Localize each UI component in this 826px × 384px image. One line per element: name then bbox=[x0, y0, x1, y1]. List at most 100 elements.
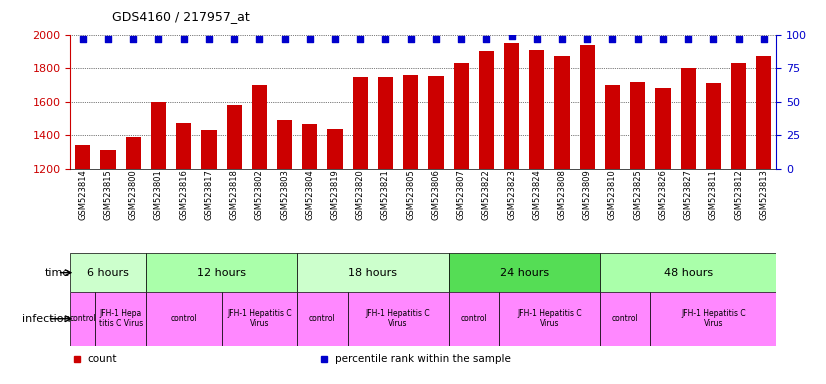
Text: GSM523807: GSM523807 bbox=[457, 169, 466, 220]
Text: GSM523822: GSM523822 bbox=[482, 169, 491, 220]
Text: GSM523811: GSM523811 bbox=[709, 169, 718, 220]
Bar bbox=[554, 56, 570, 169]
Bar bbox=[297, 292, 348, 346]
Text: GSM523806: GSM523806 bbox=[431, 169, 440, 220]
Bar bbox=[630, 82, 645, 169]
Bar bbox=[429, 76, 444, 169]
Text: GDS4160 / 217957_at: GDS4160 / 217957_at bbox=[112, 10, 249, 23]
Bar bbox=[151, 102, 166, 169]
Text: time: time bbox=[45, 268, 70, 278]
Text: GSM523816: GSM523816 bbox=[179, 169, 188, 220]
Bar bbox=[70, 253, 146, 292]
Text: 12 hours: 12 hours bbox=[197, 268, 246, 278]
Point bbox=[480, 36, 493, 42]
Text: 6 hours: 6 hours bbox=[87, 268, 129, 278]
Bar bbox=[75, 146, 90, 169]
Bar bbox=[600, 253, 776, 292]
Bar bbox=[705, 83, 721, 169]
Text: 48 hours: 48 hours bbox=[663, 268, 713, 278]
Text: GSM523801: GSM523801 bbox=[154, 169, 163, 220]
Text: GSM523819: GSM523819 bbox=[330, 169, 339, 220]
Point bbox=[530, 36, 544, 42]
Point bbox=[430, 36, 443, 42]
Point bbox=[354, 36, 367, 42]
Bar bbox=[146, 253, 297, 292]
Bar bbox=[449, 253, 600, 292]
Point bbox=[581, 36, 594, 42]
Text: GSM523812: GSM523812 bbox=[734, 169, 743, 220]
Bar bbox=[70, 292, 96, 346]
Bar bbox=[126, 137, 140, 169]
Point bbox=[202, 36, 216, 42]
Bar bbox=[252, 85, 267, 169]
Bar bbox=[731, 63, 746, 169]
Point bbox=[152, 36, 165, 42]
Point bbox=[253, 36, 266, 42]
Bar bbox=[221, 292, 297, 346]
Bar bbox=[226, 105, 242, 169]
Bar bbox=[327, 129, 343, 169]
Bar bbox=[302, 124, 317, 169]
Text: GSM523809: GSM523809 bbox=[583, 169, 591, 220]
Point bbox=[732, 36, 745, 42]
Point bbox=[102, 36, 115, 42]
Bar bbox=[96, 292, 146, 346]
Bar bbox=[378, 76, 393, 169]
Bar bbox=[297, 253, 449, 292]
Point bbox=[404, 36, 417, 42]
Text: GSM523826: GSM523826 bbox=[658, 169, 667, 220]
Text: percentile rank within the sample: percentile rank within the sample bbox=[335, 354, 511, 364]
Text: count: count bbox=[88, 354, 117, 364]
Text: GSM523810: GSM523810 bbox=[608, 169, 617, 220]
Text: JFH-1 Hepatitis C
Virus: JFH-1 Hepatitis C Virus bbox=[227, 309, 292, 328]
Text: GSM523803: GSM523803 bbox=[280, 169, 289, 220]
Point bbox=[227, 36, 240, 42]
Text: control: control bbox=[460, 314, 487, 323]
Point bbox=[454, 36, 468, 42]
Bar bbox=[146, 292, 221, 346]
Bar bbox=[650, 292, 776, 346]
Bar bbox=[757, 56, 771, 169]
Bar bbox=[681, 68, 695, 169]
Bar bbox=[580, 45, 595, 169]
Point bbox=[555, 36, 568, 42]
Point bbox=[329, 36, 342, 42]
Text: JFH-1 Hepa
titis C Virus: JFH-1 Hepa titis C Virus bbox=[98, 309, 143, 328]
Bar bbox=[529, 50, 544, 169]
Text: GSM523808: GSM523808 bbox=[558, 169, 567, 220]
Text: GSM523814: GSM523814 bbox=[78, 169, 88, 220]
Point bbox=[757, 36, 771, 42]
Bar bbox=[499, 292, 600, 346]
Text: JFH-1 Hepatitis C
Virus: JFH-1 Hepatitis C Virus bbox=[681, 309, 746, 328]
Text: control: control bbox=[170, 314, 197, 323]
Point bbox=[707, 36, 720, 42]
Text: GSM523821: GSM523821 bbox=[381, 169, 390, 220]
Text: control: control bbox=[612, 314, 638, 323]
Point bbox=[606, 36, 620, 42]
Text: GSM523824: GSM523824 bbox=[532, 169, 541, 220]
Point bbox=[303, 36, 316, 42]
Bar bbox=[176, 123, 192, 169]
Text: JFH-1 Hepatitis C
Virus: JFH-1 Hepatitis C Virus bbox=[366, 309, 430, 328]
Bar bbox=[202, 130, 216, 169]
Point bbox=[657, 36, 670, 42]
Text: control: control bbox=[69, 314, 96, 323]
Bar bbox=[504, 43, 520, 169]
Bar bbox=[101, 151, 116, 169]
Bar bbox=[348, 292, 449, 346]
Bar bbox=[479, 51, 494, 169]
Text: JFH-1 Hepatitis C
Virus: JFH-1 Hepatitis C Virus bbox=[517, 309, 582, 328]
Bar bbox=[655, 88, 671, 169]
Text: GSM523825: GSM523825 bbox=[634, 169, 643, 220]
Bar bbox=[403, 75, 418, 169]
Text: 18 hours: 18 hours bbox=[349, 268, 397, 278]
Text: GSM523813: GSM523813 bbox=[759, 169, 768, 220]
Text: GSM523815: GSM523815 bbox=[103, 169, 112, 220]
Text: GSM523817: GSM523817 bbox=[204, 169, 213, 220]
Text: GSM523805: GSM523805 bbox=[406, 169, 415, 220]
Point bbox=[126, 36, 140, 42]
Text: infection: infection bbox=[21, 314, 70, 324]
Point bbox=[681, 36, 695, 42]
Bar bbox=[449, 292, 499, 346]
Text: GSM523802: GSM523802 bbox=[255, 169, 263, 220]
